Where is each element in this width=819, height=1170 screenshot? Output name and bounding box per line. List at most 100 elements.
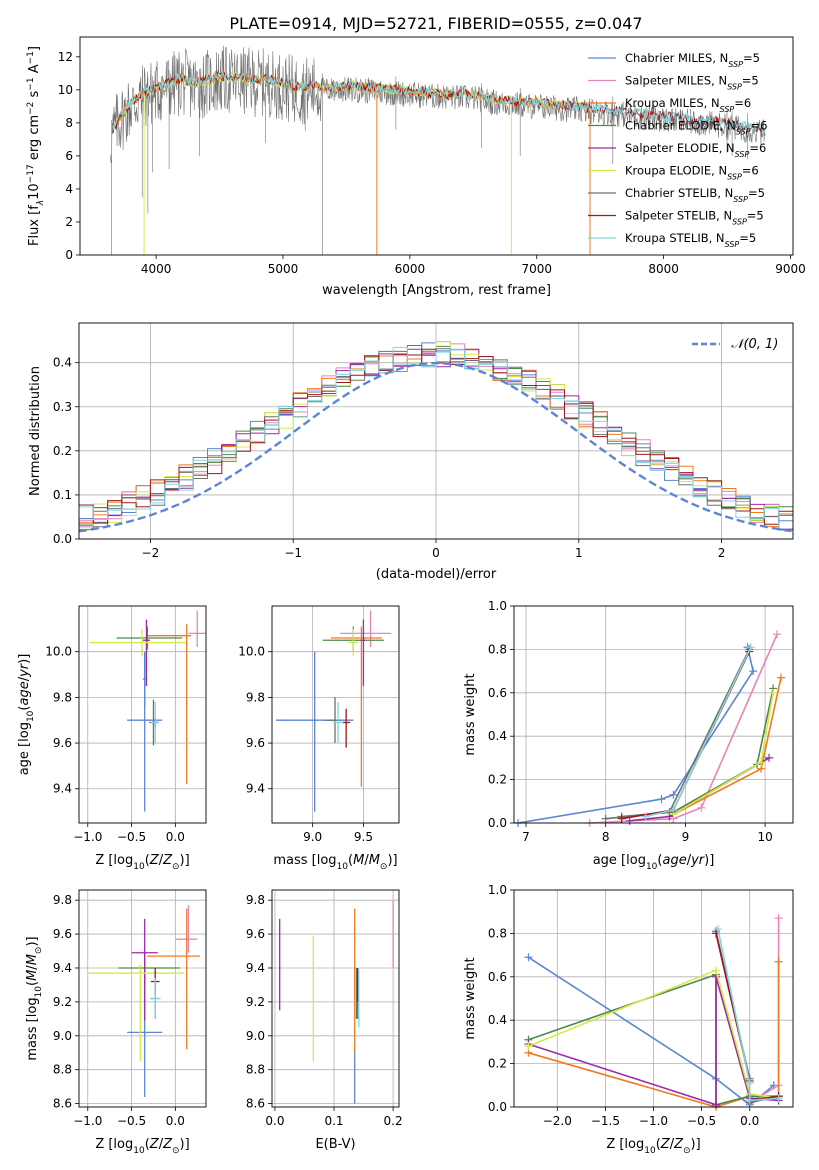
point-marker-salpeter-miles (774, 914, 783, 923)
y-tick-label: 9.0 (53, 1029, 72, 1043)
mass-weight-vs-Z-xlabel: Z [log10(Z/Z⊙)] (606, 1137, 700, 1156)
y-tick-label: 9.0 (246, 1029, 265, 1043)
residuals-frame (78, 322, 794, 540)
figure-title: PLATE=0914, MJD=52721, FIBERID=0555, z=0… (229, 14, 642, 33)
label-part: Z (149, 853, 160, 868)
ylabel-part: A (27, 64, 42, 77)
label-part: ( (145, 853, 150, 868)
ylabel-part: erg cm (27, 115, 42, 164)
x-tick-label: −0.5 (117, 1114, 146, 1128)
x-tick-label: 0.2 (384, 1114, 403, 1128)
y-tick-label: 12 (58, 50, 73, 64)
ylabel-part: −2 (26, 102, 36, 115)
y-tick-label: 9.4 (53, 782, 72, 796)
ylabel-part: −17 (26, 164, 36, 183)
model-spectrum-kroupa-stelib (112, 72, 766, 136)
y-tick-label: 8.8 (53, 1063, 72, 1077)
axes-spectrum: 4000 5000 6000 7000 8000 9000 0 2 4 6 8 10 12 (58, 45, 806, 276)
x-tick-label: −1.0 (639, 1114, 668, 1128)
x-tick-label: 9.0 (303, 830, 322, 844)
x-tick-label: −1.0 (73, 1114, 102, 1128)
legend-text: Chabrier STELIB, N (625, 186, 733, 200)
spectrum-frame (79, 36, 794, 256)
x-tick-label: 0.0 (740, 1114, 759, 1128)
legend-text: Salpeter ELODIE, N (625, 141, 735, 155)
observed-spectrum-line (110, 45, 766, 255)
legend-text: Salpeter MILES, N (625, 74, 727, 88)
point-marker-kroupa-stelib (745, 1096, 754, 1105)
y-tick-label: 0.4 (53, 356, 72, 370)
x-tick-label: 7 (522, 830, 530, 844)
legend-count: =6 (734, 96, 751, 110)
axes-mass-vs-Z: −1.0 −0.5 0.0 8.6 8.8 9.0 9.2 9.4 9.6 9.8 (53, 890, 206, 1128)
line-kroupa-stelib (717, 928, 779, 1102)
label-part: / (364, 853, 369, 868)
y-tick-label: 2 (65, 215, 73, 229)
y-tick-label: 4 (65, 182, 73, 196)
point-marker-salpeter-miles (697, 803, 706, 812)
point-marker-salpeter-elodie (765, 753, 774, 762)
legend-label-kroupa-miles: Kroupa MILES, NSSP=6 (625, 96, 751, 114)
label-part: Z [log (606, 1137, 644, 1152)
x-tick-label: −1 (284, 546, 302, 560)
label-part: M (25, 954, 40, 965)
legend-label-salpeter-miles: Salpeter MILES, NSSP=5 (625, 74, 759, 92)
x-tick-label: 7000 (521, 262, 552, 276)
y-tick-label: 9.8 (246, 893, 265, 907)
mass-weight-vs-Z-ylabel: mass weight (463, 957, 478, 1039)
label-part: ⊙ (172, 862, 180, 872)
label-part: M (353, 853, 364, 868)
axes-residuals: −2 −1 0 1 2 0.0 0.1 0.2 0.3 0.4 (53, 323, 794, 560)
legend-subscript: SSP (735, 150, 750, 159)
label-part: mass [log (273, 853, 336, 868)
histogram-kroupa-stelib (79, 346, 793, 531)
y-tick-label: 9.6 (246, 927, 265, 941)
label-part: )] (180, 1137, 190, 1152)
label-part: 10 (26, 710, 36, 722)
mass-weight-vs-age-xlabel: age [log10(age/yr)] (593, 853, 715, 872)
age-vs-Z-xlabel: Z [log10(Z/Z⊙)] (95, 853, 189, 872)
legend-subscript: SSP (725, 240, 740, 249)
label-part: yr (17, 662, 32, 678)
label-part: age [log (17, 722, 32, 775)
y-tick-label: 6 (65, 149, 73, 163)
y-tick-label: 9.2 (53, 995, 72, 1009)
y-tick-label: 8.6 (246, 1097, 265, 1111)
y-tick-label: 0.4 (488, 729, 507, 743)
y-tick-label: 9.8 (53, 690, 72, 704)
y-tick-label: 1.0 (488, 599, 507, 613)
x-tick-label: 9000 (775, 262, 806, 276)
label-part: 10 (133, 1146, 145, 1156)
legend-label-chabrier-miles: Chabrier MILES, NSSP=5 (625, 51, 760, 69)
point-marker-kroupa-stelib (745, 1079, 754, 1088)
label-part: 10 (133, 862, 145, 872)
legend-text: Chabrier MILES, N (625, 51, 728, 65)
axes-mass-weight-vs-age: 7 8 9 10 0.0 0.2 0.4 0.6 0.8 1.0 (488, 599, 793, 844)
axes-mass-vs-EBV: 0.0 0.1 0.2 8.6 8.8 9.0 9.2 9.4 9.6 9.8 (246, 890, 403, 1128)
x-tick-label: 0.0 (166, 830, 185, 844)
point-marker-chabrier-miles (749, 667, 758, 676)
x-tick-label: 0 (432, 546, 440, 560)
age-vs-mass-xlabel: mass [log10(M/M⊙)] (273, 853, 397, 872)
label-part: ( (25, 981, 40, 986)
x-tick-label: 9.5 (354, 830, 373, 844)
spectrum-xlabel: wavelength [Angstrom, rest frame] (322, 283, 551, 298)
point-marker-salpeter-stelib (617, 814, 626, 823)
legend-label-kroupa-stelib: Kroupa STELIB, NSSP=5 (625, 231, 756, 249)
label-part: Z (149, 1137, 160, 1152)
y-tick-label: 9.6 (246, 736, 265, 750)
x-tick-label: 5000 (268, 262, 299, 276)
label-part: M (25, 970, 40, 981)
y-tick-label: 8 (65, 116, 73, 130)
y-tick-label: 9.6 (53, 736, 72, 750)
label-part: / (670, 1137, 675, 1152)
mass-vs-EBV-xlabel: E(B-V) (315, 1137, 355, 1152)
x-tick-label: 8 (602, 830, 610, 844)
y-tick-label: 0 (65, 248, 73, 262)
y-tick-label: 1.0 (488, 883, 507, 897)
label-part: ⊙ (380, 862, 388, 872)
label-part: mass [log (25, 997, 40, 1060)
y-tick-label: 0.4 (488, 1013, 507, 1027)
y-tick-label: 9.8 (246, 690, 265, 704)
